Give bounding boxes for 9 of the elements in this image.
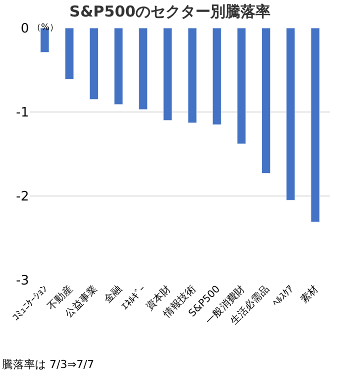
y-tick-label: -1: [16, 106, 29, 121]
y-tick-label: -2: [16, 190, 29, 205]
y-tick-label: -3: [16, 274, 29, 289]
y-axis-title: （%）: [32, 23, 59, 33]
text: 騰落率は 7/3⇒7/7: [2, 358, 94, 371]
y-tick-label: 0: [20, 22, 29, 37]
x-tick-label: ﾍﾙｽｹｱ: [270, 284, 296, 310]
x-tick-label: 素材: [298, 283, 321, 306]
chart-title: S&P500のセクター別騰落率: [69, 2, 271, 20]
